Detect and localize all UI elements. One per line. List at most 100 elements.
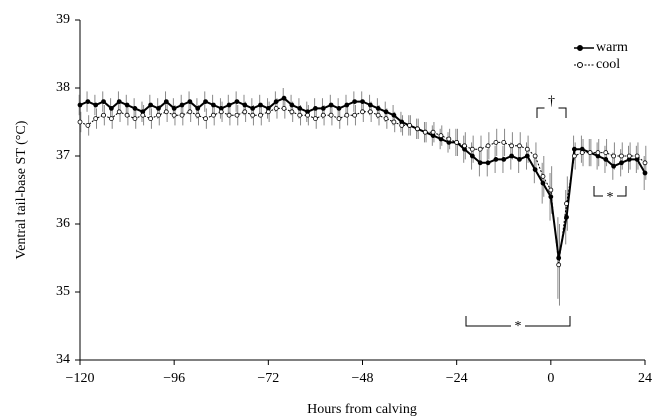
data-point [477, 146, 483, 152]
data-point [548, 187, 554, 193]
data-point [344, 102, 350, 108]
data-point [517, 143, 522, 149]
data-point [218, 109, 224, 115]
data-point [281, 106, 287, 111]
data-point [328, 112, 334, 118]
legend-label: warm [596, 40, 628, 55]
data-point [281, 95, 287, 101]
data-point [438, 133, 444, 139]
data-point [171, 112, 177, 118]
data-point [242, 109, 248, 115]
data-point [422, 129, 428, 135]
data-point [509, 153, 514, 159]
data-point [564, 214, 569, 220]
data-point [595, 150, 601, 156]
data-point [367, 102, 373, 108]
data-point [101, 99, 106, 104]
data-point [320, 106, 326, 111]
data-point [258, 112, 263, 118]
data-point [344, 112, 350, 118]
data-point [93, 116, 99, 121]
data-point [367, 109, 373, 115]
x-tick-label: −96 [163, 371, 185, 386]
data-point [642, 160, 648, 166]
data-point [148, 116, 154, 121]
data-point [485, 160, 491, 166]
bracket [536, 107, 567, 118]
data-point [517, 156, 522, 162]
data-point [493, 139, 499, 145]
x-tick-label: 24 [638, 371, 652, 386]
y-tick-label: 35 [56, 284, 70, 299]
data-point [179, 102, 185, 108]
data-point [250, 106, 256, 111]
data-point [642, 170, 648, 176]
data-point [163, 99, 169, 104]
x-tick-label: −48 [352, 371, 374, 386]
data-point [195, 106, 201, 111]
x-tick-label: −120 [66, 371, 95, 386]
data-point [611, 153, 617, 159]
data-point [187, 99, 193, 104]
data-point [265, 109, 271, 115]
data-point [477, 160, 483, 166]
data-point [336, 116, 342, 121]
data-point [524, 153, 530, 159]
data-point [289, 109, 295, 115]
annotation: * [515, 319, 522, 334]
data-point [532, 167, 538, 173]
data-point [116, 99, 122, 104]
data-point [399, 123, 405, 128]
annotation: † [548, 94, 555, 109]
y-tick-label: 34 [56, 352, 70, 367]
data-point [430, 129, 436, 135]
data-point [509, 143, 514, 149]
y-tick-label: 36 [56, 216, 70, 231]
data-point [313, 116, 318, 121]
data-point [242, 102, 248, 108]
y-tick-label: 39 [56, 12, 70, 27]
bracket [593, 186, 627, 197]
annotation: * [607, 190, 614, 205]
data-point [85, 123, 91, 128]
data-point [391, 112, 397, 118]
legend-marker [577, 45, 583, 51]
data-point [320, 112, 326, 118]
x-tick-label: −72 [257, 371, 279, 386]
data-point [501, 156, 507, 162]
data-point [587, 150, 593, 156]
data-point [273, 99, 279, 104]
data-point [391, 119, 397, 125]
y-tick-label: 38 [56, 80, 70, 95]
data-point [524, 146, 530, 152]
data-point [469, 153, 475, 159]
data-point [234, 99, 240, 104]
data-point [132, 106, 138, 111]
data-point [211, 112, 216, 118]
data-point [352, 99, 358, 104]
data-point [187, 109, 193, 115]
data-point [532, 153, 538, 159]
data-point [540, 173, 546, 179]
data-point [179, 112, 185, 118]
data-point [211, 102, 216, 108]
data-point [203, 116, 208, 121]
data-point [336, 106, 342, 111]
data-point [108, 106, 114, 111]
data-point [156, 106, 161, 111]
data-point [548, 194, 554, 200]
data-point [493, 156, 499, 162]
x-tick-label: 0 [547, 371, 554, 386]
data-point [124, 112, 130, 118]
series-line [79, 107, 646, 265]
data-point [360, 109, 365, 115]
y-axis-title: Ventral tail-base ST (°C) [14, 120, 29, 259]
data-point [195, 112, 201, 118]
series-line [79, 97, 646, 259]
data-point [171, 106, 177, 111]
data-point [328, 102, 334, 108]
data-point [305, 112, 310, 118]
data-point [289, 102, 295, 108]
legend-label: cool [596, 57, 620, 72]
